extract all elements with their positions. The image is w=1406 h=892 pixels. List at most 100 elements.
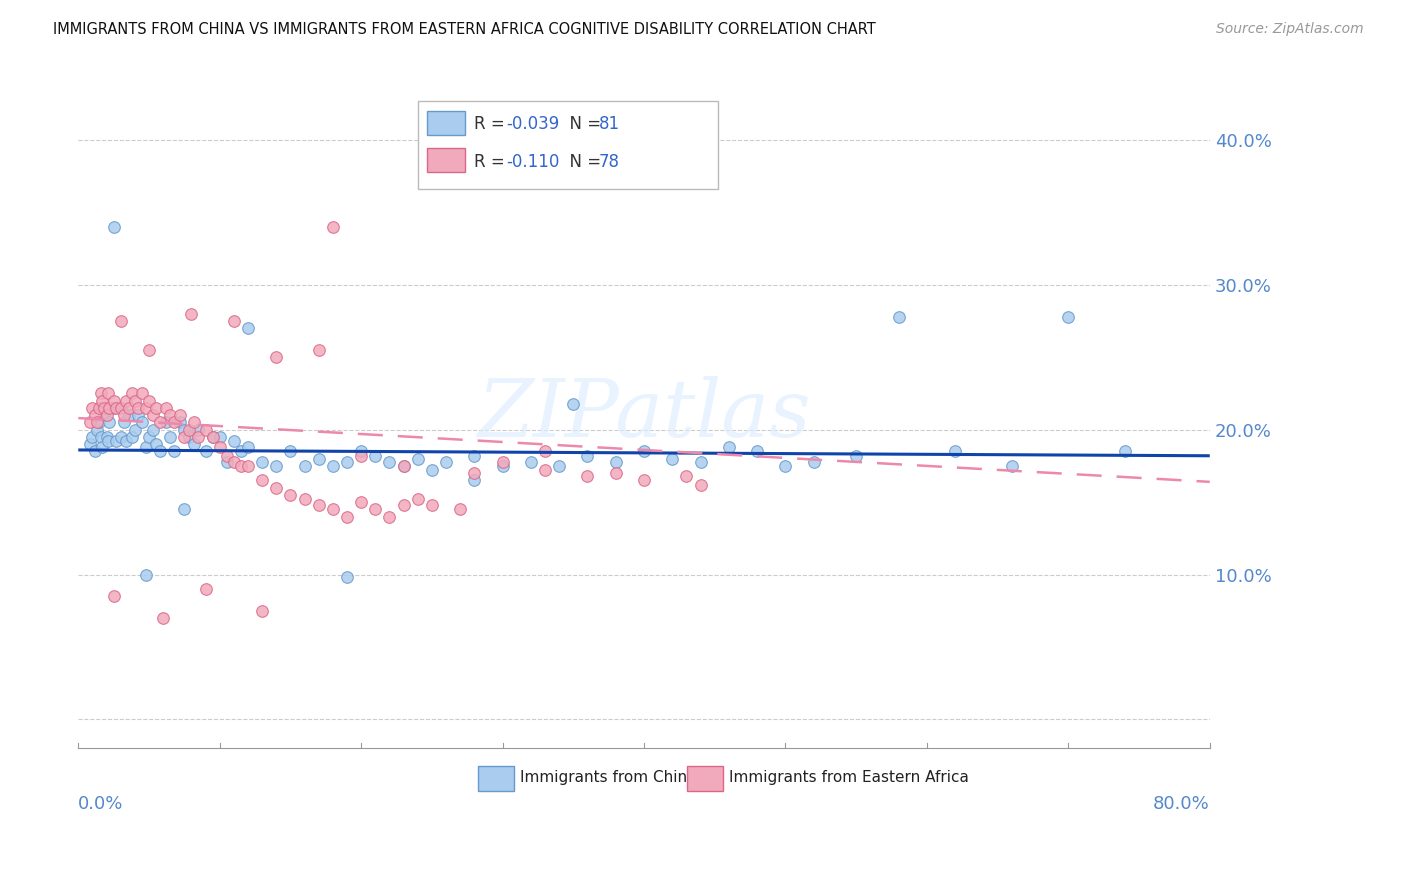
Point	[392, 458, 415, 473]
Point	[183, 416, 205, 430]
Point	[406, 492, 429, 507]
Text: -0.110: -0.110	[506, 153, 560, 171]
Point	[943, 444, 966, 458]
Point	[633, 444, 655, 458]
Point	[208, 440, 231, 454]
Point	[103, 401, 125, 415]
Point	[131, 416, 153, 430]
Point	[266, 458, 288, 473]
Point	[187, 423, 209, 437]
Point	[155, 416, 177, 430]
Point	[266, 350, 288, 364]
Point	[173, 423, 195, 437]
Point	[86, 416, 108, 430]
Point	[118, 401, 141, 415]
Point	[187, 430, 209, 444]
Point	[378, 454, 401, 468]
Point	[127, 408, 149, 422]
Point	[79, 416, 101, 430]
Point	[675, 469, 697, 483]
Point	[1057, 310, 1080, 324]
Point	[145, 437, 167, 451]
Point	[169, 416, 191, 430]
Point	[562, 396, 585, 410]
Point	[110, 430, 132, 444]
Point	[97, 434, 120, 449]
Text: 80.0%: 80.0%	[1153, 795, 1209, 814]
Point	[105, 401, 128, 415]
Point	[159, 408, 181, 422]
Point	[82, 430, 104, 444]
Text: ZIPatlas: ZIPatlas	[477, 376, 811, 454]
Point	[138, 430, 160, 444]
Point	[177, 430, 200, 444]
Point	[364, 502, 387, 516]
Point	[392, 458, 415, 473]
Text: Immigrants from Eastern Africa: Immigrants from Eastern Africa	[728, 771, 969, 785]
Point	[633, 474, 655, 488]
Point	[93, 401, 115, 415]
Point	[250, 454, 273, 468]
Point	[194, 582, 217, 596]
Point	[463, 466, 485, 480]
Point	[350, 449, 373, 463]
Point	[121, 430, 143, 444]
Point	[149, 416, 172, 430]
Point	[103, 590, 125, 604]
Point	[322, 502, 344, 516]
Text: Immigrants from China: Immigrants from China	[520, 771, 696, 785]
Point	[97, 386, 120, 401]
Point	[177, 423, 200, 437]
Point	[89, 401, 111, 415]
Point	[91, 393, 114, 408]
Point	[250, 474, 273, 488]
Point	[98, 401, 121, 415]
Point	[350, 495, 373, 509]
Point	[534, 463, 557, 477]
Point	[222, 434, 245, 449]
Point	[152, 611, 174, 625]
Point	[110, 401, 132, 415]
Point	[159, 430, 181, 444]
Text: IMMIGRANTS FROM CHINA VS IMMIGRANTS FROM EASTERN AFRICA COGNITIVE DISABILITY COR: IMMIGRANTS FROM CHINA VS IMMIGRANTS FROM…	[53, 22, 876, 37]
Point	[420, 463, 443, 477]
Point	[350, 444, 373, 458]
Point	[845, 449, 868, 463]
Point	[308, 343, 330, 357]
Point	[124, 423, 146, 437]
Text: N =: N =	[560, 153, 606, 171]
FancyBboxPatch shape	[427, 148, 465, 172]
Point	[576, 449, 599, 463]
Point	[576, 469, 599, 483]
Point	[121, 386, 143, 401]
Point	[180, 307, 202, 321]
Point	[280, 488, 302, 502]
Point	[689, 477, 711, 491]
Point	[138, 343, 160, 357]
Point	[747, 444, 769, 458]
Point	[135, 440, 157, 454]
Point	[294, 492, 316, 507]
Point	[463, 449, 485, 463]
Point	[236, 458, 259, 473]
Point	[236, 321, 259, 335]
Point	[194, 444, 217, 458]
Point	[229, 444, 252, 458]
Point	[392, 498, 415, 512]
Point	[208, 430, 231, 444]
Point	[520, 454, 543, 468]
Point	[163, 416, 186, 430]
Point	[222, 314, 245, 328]
FancyBboxPatch shape	[478, 766, 513, 791]
Point	[605, 466, 627, 480]
Point	[775, 458, 797, 473]
Point	[605, 454, 627, 468]
Point	[149, 444, 172, 458]
Point	[887, 310, 910, 324]
Text: -0.039: -0.039	[506, 115, 560, 133]
Point	[183, 437, 205, 451]
Point	[491, 458, 513, 473]
Point	[115, 434, 138, 449]
Text: Source: ZipAtlas.com: Source: ZipAtlas.com	[1216, 22, 1364, 37]
Point	[661, 451, 683, 466]
